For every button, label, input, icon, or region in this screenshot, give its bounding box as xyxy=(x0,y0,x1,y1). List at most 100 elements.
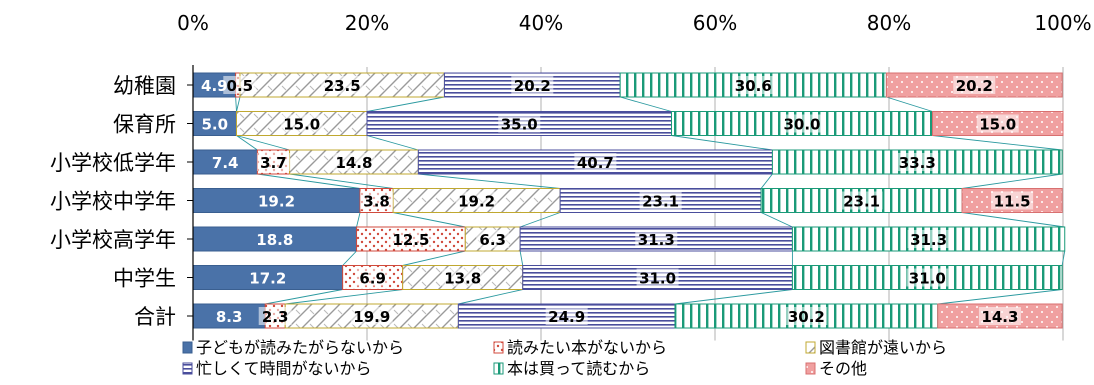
value-label-bg xyxy=(907,230,950,248)
connector-line xyxy=(366,96,445,112)
value-label-bg xyxy=(321,76,364,94)
x-tick-label: 40% xyxy=(519,11,563,35)
category-axis xyxy=(187,65,194,341)
connector-line xyxy=(932,135,1063,151)
connector-line xyxy=(289,173,394,189)
value-label-bg xyxy=(498,114,541,133)
category-label: 保育所 xyxy=(113,113,176,137)
x-tick-label: 0% xyxy=(177,11,209,35)
value-label-bg xyxy=(636,268,679,287)
legend: 子どもが読みたがらないから 読みたい本がないから 図書館が遠いから忙しくて時間がない… xyxy=(182,338,947,378)
connector-line xyxy=(760,173,773,189)
value-label-bg xyxy=(258,307,292,325)
connector-line xyxy=(671,135,773,151)
value-label: 17.2 xyxy=(249,270,286,288)
value-label: 33.3 xyxy=(899,154,936,172)
value-label-bg xyxy=(953,76,996,94)
value-label: 30.0 xyxy=(783,116,820,134)
value-label: 30.6 xyxy=(735,77,772,95)
value-label-bg xyxy=(781,114,823,133)
value-label: 20.2 xyxy=(956,77,993,95)
connector-line xyxy=(402,250,466,266)
value-label: 3.7 xyxy=(260,154,287,172)
value-label: 0.5 xyxy=(227,77,254,95)
value-label: 5.0 xyxy=(201,116,228,134)
value-label-bg xyxy=(896,153,939,171)
legend-label: 子どもが読みたがらないから xyxy=(196,338,404,357)
value-label: 18.8 xyxy=(256,231,293,249)
legend-swatch xyxy=(182,341,193,354)
value-label: 3.8 xyxy=(363,193,390,211)
value-label: 2.3 xyxy=(262,308,289,326)
value-label-bg xyxy=(991,191,1034,210)
x-axis-ticks: 0% 20% 40% 60% 80% 100% xyxy=(177,11,1091,35)
bar-segment xyxy=(192,111,237,136)
value-label-bg xyxy=(476,230,510,248)
connector-line xyxy=(886,96,933,112)
value-label: 6.9 xyxy=(359,270,386,288)
value-label: 4.9 xyxy=(201,77,228,95)
value-label-bg xyxy=(639,191,682,210)
legend-label: 忙しくて時間がないから xyxy=(196,359,372,378)
value-label: 23.5 xyxy=(324,77,361,95)
value-label-bg xyxy=(356,268,390,287)
category-label: 小学校中学年 xyxy=(50,190,176,214)
legend-label: 図書館が遠いから xyxy=(819,338,947,357)
x-tick-label: 80% xyxy=(867,11,911,35)
series-connector-lines xyxy=(235,96,1066,305)
value-label-bg xyxy=(635,230,678,248)
connector-line xyxy=(1061,250,1066,266)
category-label: 小学校高学年 xyxy=(50,228,176,252)
legend-swatch xyxy=(493,362,504,375)
value-label-bg xyxy=(350,307,393,325)
value-label: 31.0 xyxy=(909,270,946,288)
connector-line xyxy=(236,96,241,112)
value-label: 23.1 xyxy=(642,193,679,211)
bar-segment xyxy=(192,226,358,252)
value-label-bg xyxy=(360,191,394,210)
value-label: 20.2 xyxy=(514,77,551,95)
value-label-bg xyxy=(223,76,257,94)
category-label: 幼稚園 xyxy=(113,74,176,98)
value-labels: 4.90.5 23.5 20.2 30.6 20.2 5.0 15.0 35.0 30.0 15.… xyxy=(201,76,1034,326)
value-label-bg xyxy=(732,76,775,94)
value-label: 13.8 xyxy=(444,270,481,288)
connector-line xyxy=(760,212,793,228)
legend-swatch xyxy=(182,362,193,375)
category-label: 小学校低学年 xyxy=(50,151,176,175)
legend-label: 本は買って読むから xyxy=(507,359,650,378)
value-label: 19.2 xyxy=(458,193,495,211)
connector-line xyxy=(418,173,561,189)
value-label: 31.3 xyxy=(910,231,947,249)
value-label-bg xyxy=(455,191,498,210)
value-label-bg xyxy=(256,153,290,171)
x-tick-label: 60% xyxy=(693,11,737,35)
value-label: 35.0 xyxy=(501,116,538,134)
value-label-bg xyxy=(280,114,323,133)
legend-label: その他 xyxy=(819,359,867,378)
bar-segment xyxy=(192,188,361,213)
value-label-bg xyxy=(785,307,828,325)
connector-line xyxy=(962,212,1065,228)
value-label: 7.4 xyxy=(212,154,239,172)
connector-line xyxy=(937,289,1063,305)
value-label-bg xyxy=(574,153,617,171)
value-label: 31.0 xyxy=(639,270,676,288)
category-label: 合計 xyxy=(134,305,176,329)
connector-line xyxy=(342,250,357,266)
value-label-bg xyxy=(906,268,949,287)
value-label: 24.9 xyxy=(548,308,585,326)
connector-line xyxy=(236,135,290,151)
connector-line xyxy=(285,289,403,305)
value-label: 23.1 xyxy=(843,193,880,211)
connector-line xyxy=(257,173,361,189)
legend-swatch xyxy=(805,341,816,354)
value-label-bg xyxy=(840,191,883,210)
value-label-bg xyxy=(545,307,588,325)
connector-line xyxy=(962,173,1063,189)
value-label: 11.5 xyxy=(994,193,1031,211)
value-label-bg xyxy=(511,76,554,94)
connector-line xyxy=(393,212,466,228)
value-label: 30.2 xyxy=(788,308,825,326)
